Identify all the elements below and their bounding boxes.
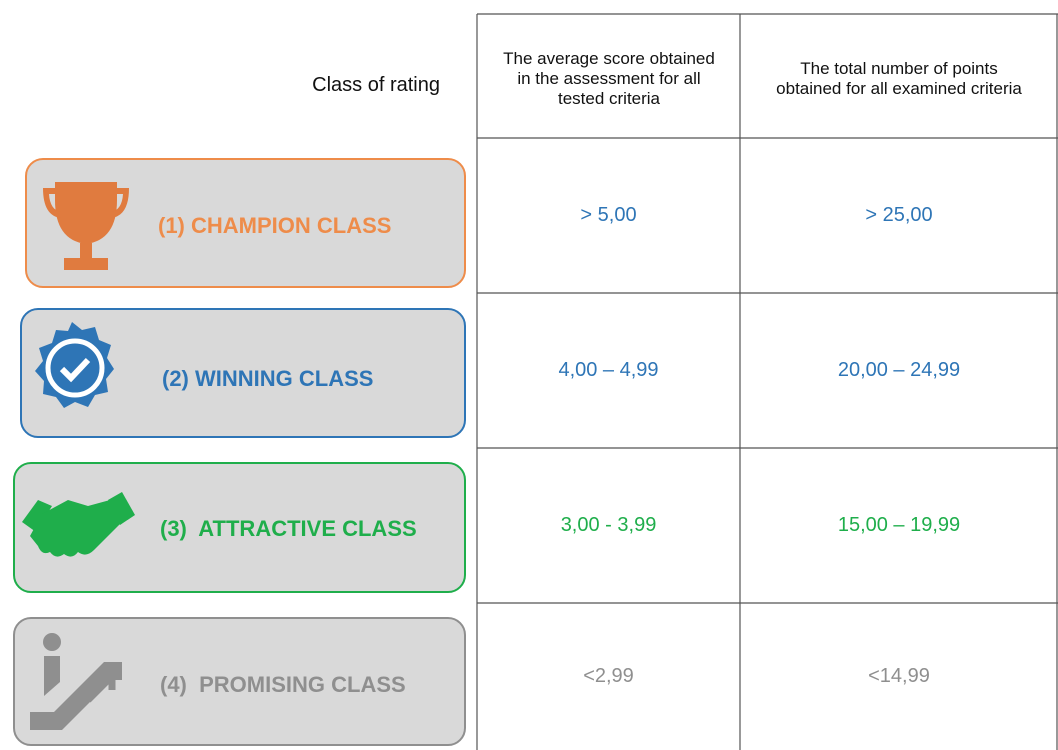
handshake-icon bbox=[22, 492, 135, 557]
escalator-icon bbox=[30, 633, 122, 730]
class-label: (4) PROMISING CLASS bbox=[160, 672, 406, 697]
total-cell: 20,00 – 24,99 bbox=[837, 359, 961, 381]
class-header: Class of rating bbox=[312, 74, 440, 96]
column-header: The average score obtained in the assess… bbox=[503, 49, 715, 108]
class-label: (2) WINNING CLASS bbox=[162, 366, 374, 391]
total-cell: > 25,00 bbox=[865, 204, 933, 226]
total-cell: 15,00 – 19,99 bbox=[837, 514, 961, 536]
trophy-icon bbox=[43, 182, 129, 270]
total-cell: <14,99 bbox=[868, 665, 930, 687]
icons bbox=[22, 182, 135, 730]
class-label: (3) ATTRACTIVE CLASS bbox=[160, 516, 417, 541]
class-label: (1) CHAMPION CLASS bbox=[158, 213, 392, 238]
average-cell: <2,99 bbox=[583, 665, 634, 687]
average-cell: 3,00 - 3,99 bbox=[560, 514, 657, 536]
average-cell: 4,00 – 4,99 bbox=[558, 359, 659, 381]
average-cell: > 5,00 bbox=[580, 204, 637, 226]
badge-icon bbox=[35, 322, 114, 408]
column-header: The total number of points obtained for … bbox=[776, 59, 1022, 98]
